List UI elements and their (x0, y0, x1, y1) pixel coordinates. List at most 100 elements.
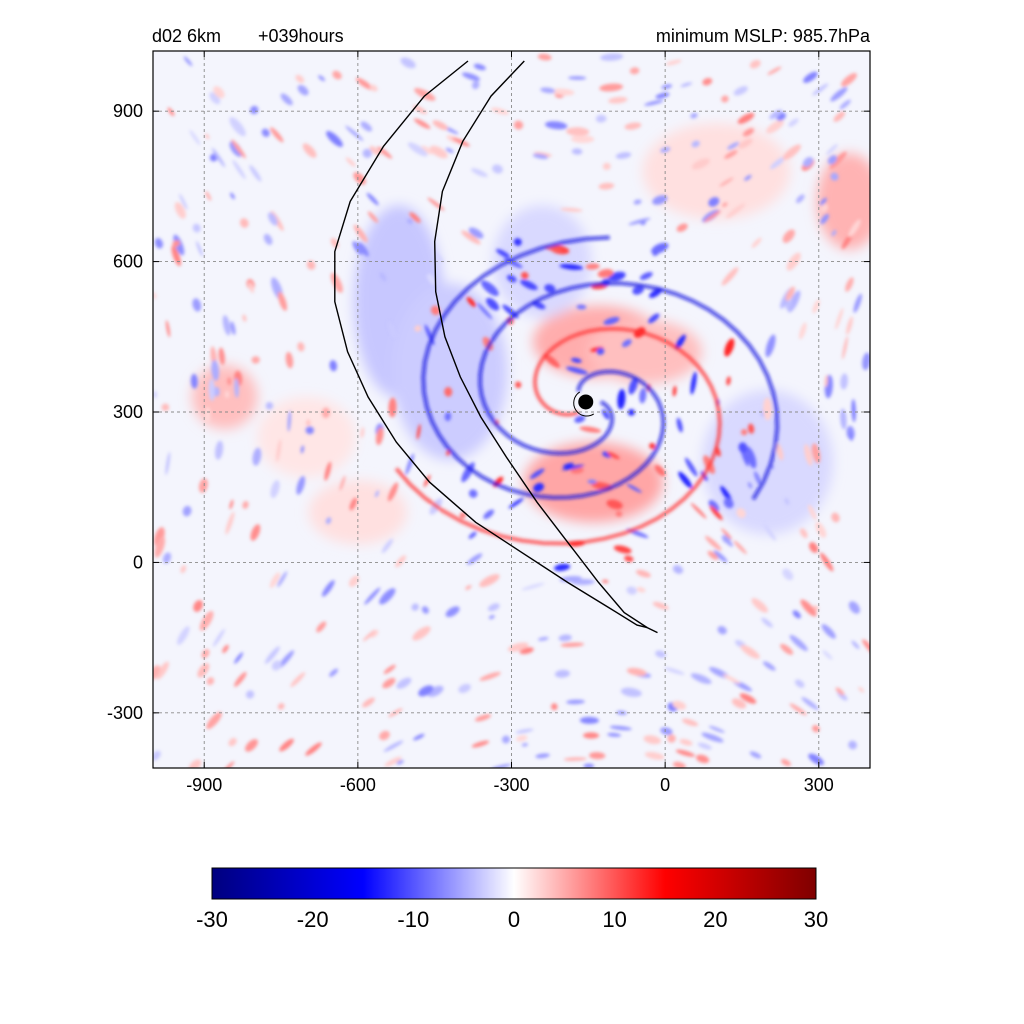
anomaly-streak (792, 610, 801, 619)
anomaly-streak (329, 360, 338, 372)
anomaly-streak (649, 442, 656, 450)
rainband-streak (478, 281, 780, 501)
anomaly-streak (749, 59, 761, 69)
anomaly-streak (488, 615, 495, 620)
anomaly-streak (249, 165, 262, 182)
anomaly-streak (740, 644, 760, 659)
x-tick-label: -300 (493, 775, 529, 795)
anomaly-streak (745, 446, 757, 469)
anomaly-blob (702, 389, 834, 535)
anomaly-streak (486, 297, 500, 311)
anomaly-streak (330, 272, 343, 293)
anomaly-streak (583, 732, 600, 739)
anomaly-streak (506, 274, 517, 283)
anomaly-streak (676, 223, 688, 232)
anomaly-streak (388, 321, 397, 339)
anomaly-streak (626, 586, 637, 595)
anomaly-streak (789, 634, 808, 652)
anomaly-streak (345, 157, 356, 167)
anomaly-streak (167, 107, 175, 117)
colorbar-tick-label: 20 (703, 907, 727, 932)
anomaly-streak (366, 192, 379, 206)
anomaly-streak (239, 218, 249, 228)
anomaly-streak (353, 224, 368, 243)
anomaly-streak (264, 646, 280, 664)
anomaly-streak (589, 752, 606, 760)
rainband-streak (394, 326, 722, 546)
anomaly-streak (413, 118, 431, 129)
anomaly-streak (626, 667, 647, 676)
anomaly-streak (748, 423, 755, 434)
anomaly-streak (209, 92, 221, 105)
anomaly-streak (479, 574, 500, 588)
anomaly-streak (585, 263, 600, 270)
anomaly-blob (642, 123, 791, 220)
anomaly-streak (295, 74, 305, 83)
anomaly-streak (707, 550, 719, 560)
anomaly-blob (587, 319, 703, 384)
anomaly-streak (796, 194, 805, 204)
anomaly-streak (540, 87, 556, 94)
anomaly-streak (521, 742, 528, 747)
anomaly-streak (815, 522, 827, 538)
anomaly-streak (780, 759, 791, 767)
anomaly-streak (329, 668, 339, 677)
anomaly-streak (747, 482, 753, 489)
anomaly-streak (739, 693, 757, 704)
anomaly-streak (229, 141, 243, 157)
anomaly-streak (156, 661, 169, 680)
anomaly-streak (407, 142, 428, 157)
anomaly-streak (672, 565, 684, 574)
anomaly-streak (626, 483, 642, 493)
anomaly-streak (568, 76, 587, 80)
anomaly-streak (691, 158, 710, 170)
anomaly-streak (161, 403, 170, 412)
anomaly-streak (691, 140, 700, 148)
rainband-streak (421, 235, 666, 500)
anomaly-streak (375, 427, 384, 445)
anomaly-streak (835, 687, 845, 696)
anomaly-streak (596, 347, 605, 355)
anomaly-streak (761, 617, 773, 628)
anomaly-streak (206, 711, 222, 730)
anomaly-streak (326, 131, 343, 147)
anomaly-streak (579, 426, 602, 433)
anomaly-streak (679, 738, 693, 746)
anomaly-streak (474, 714, 492, 722)
anomaly-streak (193, 600, 203, 612)
anomaly-streak (379, 588, 396, 605)
anomaly-streak (751, 237, 762, 248)
y-tick-label: 600 (113, 252, 143, 272)
anomaly-streak (196, 241, 203, 257)
anomaly-streak (782, 568, 794, 581)
anomaly-streak (709, 505, 723, 521)
anomaly-streak (305, 742, 322, 756)
anomaly-streak (628, 377, 638, 395)
anomaly-streak (300, 445, 305, 454)
x-axis: -900 -600 -300 0 300 (186, 51, 834, 795)
anomaly-streak (738, 138, 753, 149)
anomaly-streak (250, 524, 261, 541)
anomaly-streak (384, 756, 402, 767)
anomaly-streak (841, 233, 853, 250)
anomaly-streak (830, 172, 839, 181)
anomaly-blob (308, 480, 408, 545)
anomaly-streak (722, 202, 728, 208)
colorbar-tick-label: -20 (297, 907, 329, 932)
anomaly-streak (370, 630, 379, 638)
anomaly-streak (555, 669, 570, 678)
anomaly-streak (297, 85, 309, 96)
anomaly-streak (629, 67, 640, 75)
anomaly-blob (392, 283, 508, 461)
forecast-time-label: +039hours (258, 26, 344, 46)
anomaly-streak (473, 63, 486, 71)
anomaly-streak (379, 730, 390, 741)
anomaly-streak (812, 299, 820, 314)
anomaly-streak (848, 740, 857, 750)
anomaly-streak (427, 685, 444, 697)
anomaly-streak (520, 279, 538, 291)
anomaly-streak (483, 509, 495, 520)
anomaly-streak (566, 127, 590, 136)
anomaly-streak (765, 334, 776, 358)
anomaly-streak (472, 80, 480, 90)
